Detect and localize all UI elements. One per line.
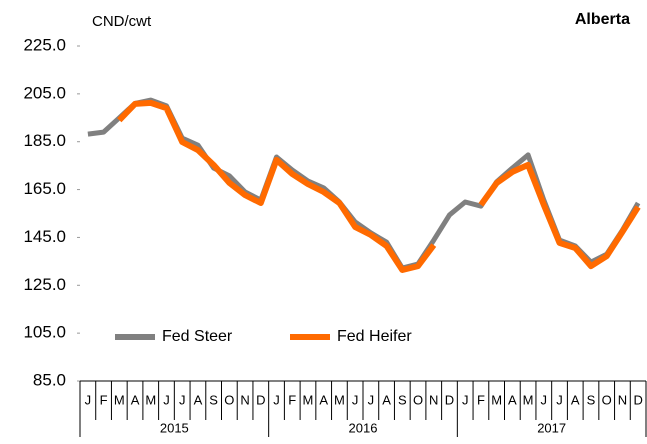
- y-tick-label: 105.0: [23, 323, 66, 342]
- x-tick-label: J: [179, 392, 186, 407]
- x-tick-label: F: [288, 392, 296, 407]
- x-tick-label: M: [334, 392, 345, 407]
- legend-label: Fed Heifer: [337, 328, 412, 345]
- x-tick-label: J: [541, 392, 548, 407]
- x-tick-label: S: [209, 392, 218, 407]
- series-line: [87, 97, 641, 271]
- x-tick-label: J: [273, 392, 280, 407]
- y-tick-label: 185.0: [23, 131, 66, 150]
- x-tick-label: A: [131, 392, 140, 407]
- x-tick-label: M: [523, 392, 534, 407]
- annotation: Alberta: [575, 11, 630, 28]
- x-tick-label: S: [398, 392, 407, 407]
- x-tick-label: O: [413, 392, 423, 407]
- x-tick-label: N: [618, 392, 627, 407]
- x-tick-label: O: [224, 392, 234, 407]
- x-tick-label: A: [571, 392, 580, 407]
- y-tick-label: 125.0: [23, 275, 66, 294]
- x-tick-label: M: [114, 392, 125, 407]
- x-group-label: 2016: [349, 420, 378, 435]
- x-group-label: 2015: [160, 420, 189, 435]
- x-tick-label: J: [163, 392, 170, 407]
- x-tick-label: J: [556, 392, 563, 407]
- x-tick-label: F: [477, 392, 485, 407]
- x-tick-label: D: [633, 392, 642, 407]
- series-line: [478, 161, 641, 270]
- x-tick-label: J: [462, 392, 469, 407]
- x-tick-label: S: [587, 392, 596, 407]
- y-tick-label: 145.0: [23, 227, 66, 246]
- series-line: [117, 99, 437, 273]
- x-tick-label: A: [319, 392, 328, 407]
- x-tick-label: M: [145, 392, 156, 407]
- y-tick-label: 85.0: [33, 370, 66, 389]
- x-tick-label: J: [352, 392, 359, 407]
- x-tick-label: O: [602, 392, 612, 407]
- x-tick-label: A: [194, 392, 203, 407]
- x-tick-label: A: [382, 392, 391, 407]
- x-tick-label: F: [100, 392, 108, 407]
- x-tick-label: N: [240, 392, 249, 407]
- legend-label: Fed Steer: [162, 328, 233, 345]
- x-tick-label: A: [508, 392, 517, 407]
- x-tick-label: J: [368, 392, 375, 407]
- y-tick-label: 205.0: [23, 83, 66, 102]
- x-tick-label: J: [85, 392, 92, 407]
- y-tick-label: 165.0: [23, 179, 66, 198]
- x-tick-label: M: [491, 392, 502, 407]
- x-group-label: 2017: [537, 420, 566, 435]
- y-tick-label: 225.0: [23, 35, 66, 54]
- x-tick-label: N: [429, 392, 438, 407]
- x-tick-label: D: [445, 392, 454, 407]
- x-tick-label: D: [256, 392, 265, 407]
- x-tick-label: M: [303, 392, 314, 407]
- y-axis-label: CND/cwt: [92, 13, 152, 30]
